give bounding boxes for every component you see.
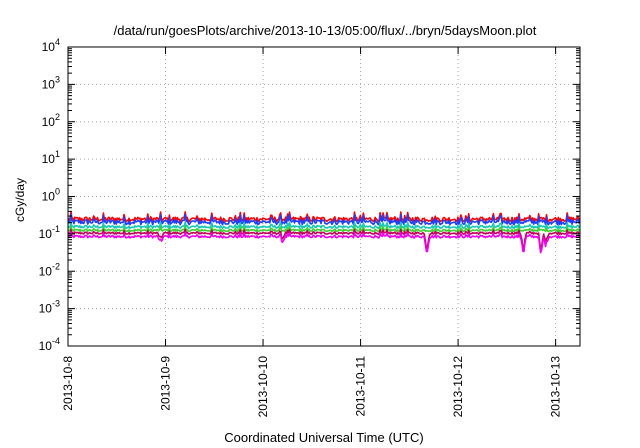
y-tick-label: 100 bbox=[42, 187, 60, 204]
series-line bbox=[67, 231, 581, 254]
series-line bbox=[67, 225, 581, 233]
grid bbox=[68, 47, 580, 346]
x-tick-label: 2013-10-9 bbox=[159, 356, 173, 411]
x-tick-label: 2013-10-12 bbox=[451, 356, 465, 418]
x-tick-label: 2013-10-8 bbox=[61, 356, 75, 411]
x-axis: 2013-10-8 2013-10-9 2013-10-10 2013-10-11 20… bbox=[61, 47, 563, 417]
y-tick-label: 101 bbox=[42, 149, 60, 166]
chart-title: /data/run/goesPlots/archive/2013-10-13/0… bbox=[114, 23, 537, 38]
y-tick-label: 10-1 bbox=[39, 224, 60, 241]
y-tick-label: 10-3 bbox=[39, 299, 60, 316]
series-line bbox=[67, 228, 581, 251]
series-line bbox=[67, 221, 581, 230]
series-line bbox=[67, 213, 581, 226]
y-tick-label: 103 bbox=[42, 74, 60, 91]
x-tick-label: 2013-10-11 bbox=[354, 356, 368, 417]
y-tick-label: 104 bbox=[42, 37, 60, 54]
x-tick-label: 2013-10-13 bbox=[549, 356, 563, 418]
y-axis-label: cGy/day bbox=[13, 178, 27, 222]
y-axis: 10-4 10-3 10-2 10-1 100 101 102 103 104 bbox=[39, 37, 580, 353]
x-tick-label: 2013-10-10 bbox=[256, 356, 270, 418]
y-tick-label: 10-4 bbox=[39, 336, 60, 353]
x-axis-label: Coordinated Universal Time (UTC) bbox=[224, 430, 423, 445]
y-tick-label: 10-2 bbox=[39, 261, 60, 278]
y-tick-label: 102 bbox=[42, 112, 60, 129]
series-group bbox=[67, 211, 581, 254]
